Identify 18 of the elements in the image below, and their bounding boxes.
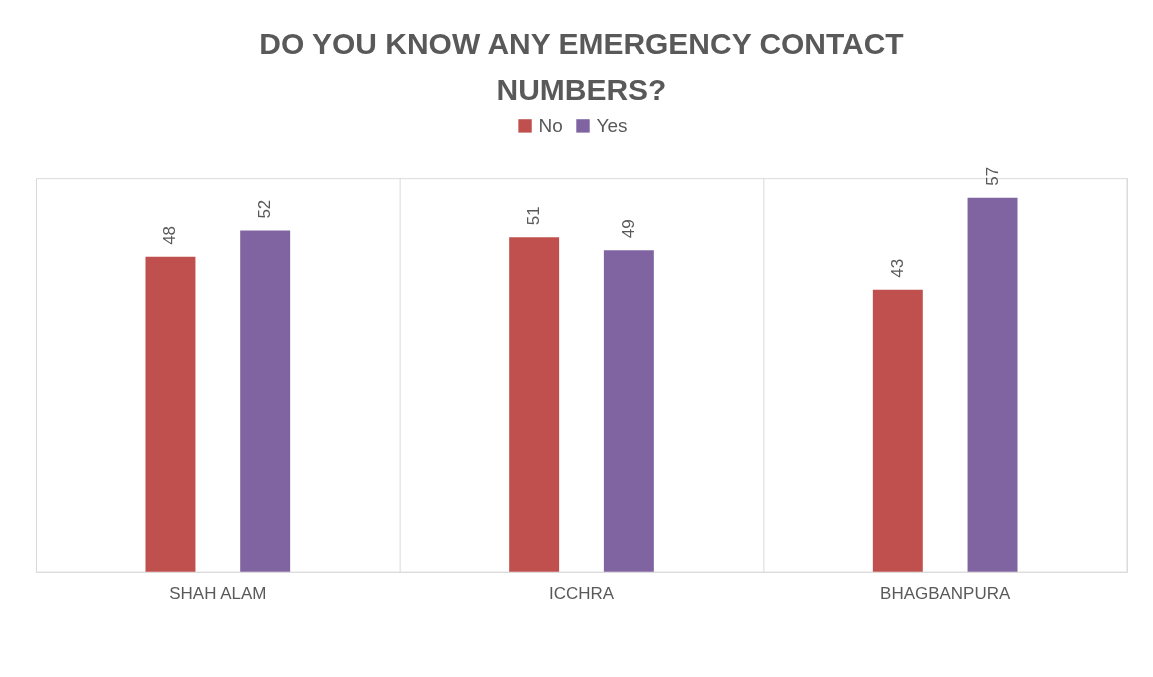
bar [872, 289, 923, 572]
data-label: 57 [982, 166, 1002, 186]
data-label: 48 [160, 225, 180, 245]
bar [145, 256, 196, 572]
chart-title: DO YOU KNOW ANY EMERGENCY CONTACT NUMBERS? [259, 27, 904, 107]
bar [967, 197, 1018, 572]
data-label: 49 [618, 219, 638, 239]
data-label: 51 [524, 206, 544, 226]
bar [603, 250, 654, 572]
bar [240, 230, 291, 572]
legend-label: Yes [596, 114, 628, 136]
legend-label: No [538, 114, 563, 136]
x-tick-label: BHAGBANPURA [880, 584, 1011, 604]
x-tick-label: SHAH ALAM [169, 584, 267, 604]
x-tick-label: ICCHRA [548, 584, 615, 604]
data-label: 52 [255, 199, 275, 219]
data-label: 43 [887, 258, 907, 278]
bar [509, 237, 560, 572]
